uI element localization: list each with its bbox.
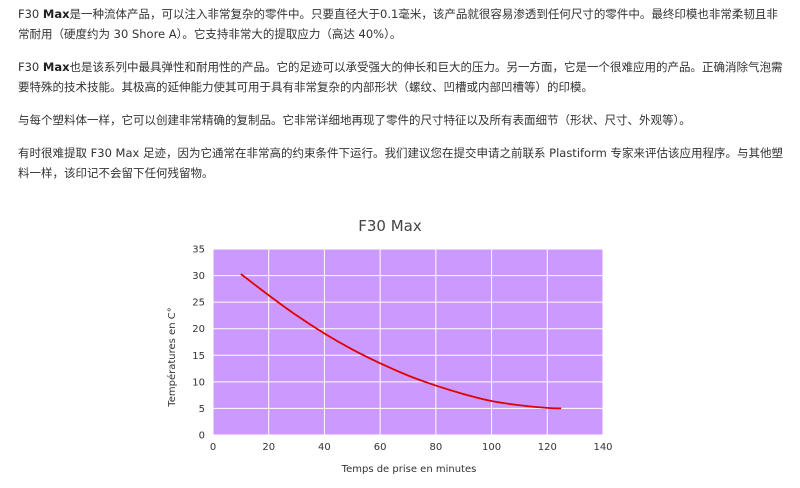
article-text: F30 Max是一种流体产品，可以注入非常复杂的零件中。只要直径大于0.1毫米，…	[18, 4, 788, 196]
y-tick-label: 5	[199, 404, 205, 415]
series-line	[240, 273, 562, 410]
paragraph-1: F30 Max是一种流体产品，可以注入非常复杂的零件中。只要直径大于0.1毫米，…	[18, 7, 778, 41]
paragraph-2: F30 Max也是该系列中最具弹性和耐用性的产品。它的足迹可以承受强大的伸长和巨…	[18, 60, 783, 94]
paragraph-3: 与每个塑料体一样，它可以创建非常精确的复制品。它非常详细地再现了零件的尺寸特征以…	[18, 113, 691, 127]
x-tick-label: 60	[374, 442, 387, 453]
y-tick-label: 15	[192, 351, 205, 362]
paragraph-4: 有时很难提取 F30 Max 足迹，因为它通常在非常高的约束条件下运行。我们建议…	[18, 146, 783, 180]
x-tick-label: 80	[429, 442, 442, 453]
series-layer	[240, 273, 562, 410]
x-tick-label: 140	[593, 442, 612, 453]
x-tick-label: 120	[538, 442, 557, 453]
y-tick-label: 35	[192, 245, 205, 256]
y-tick-label: 0	[199, 431, 205, 442]
y-tick-label: 10	[192, 377, 205, 388]
gridlines	[212, 248, 604, 436]
temperature-chart: F30 Max 0 20 40 60 80 100 120 140 0 5 10 15 20 25 30 35…	[166, 217, 613, 475]
x-tick-label: 100	[482, 442, 501, 453]
plot-area	[213, 249, 603, 435]
x-axis-label: Temps de prise en minutes	[341, 464, 477, 475]
y-tick-label: 25	[192, 298, 205, 309]
y-tick-label: 30	[192, 271, 205, 282]
x-tick-label: 0	[210, 442, 216, 453]
y-tick-label: 20	[192, 324, 205, 335]
x-tick-label: 20	[262, 442, 275, 453]
tick-labels: 0 20 40 60 80 100 120 140 0 5 10 15 20 25 30 35	[192, 245, 612, 454]
y-axis-label: Températures en C°	[166, 307, 178, 407]
chart-title: F30 Max	[358, 217, 422, 235]
x-tick-label: 40	[318, 442, 331, 453]
